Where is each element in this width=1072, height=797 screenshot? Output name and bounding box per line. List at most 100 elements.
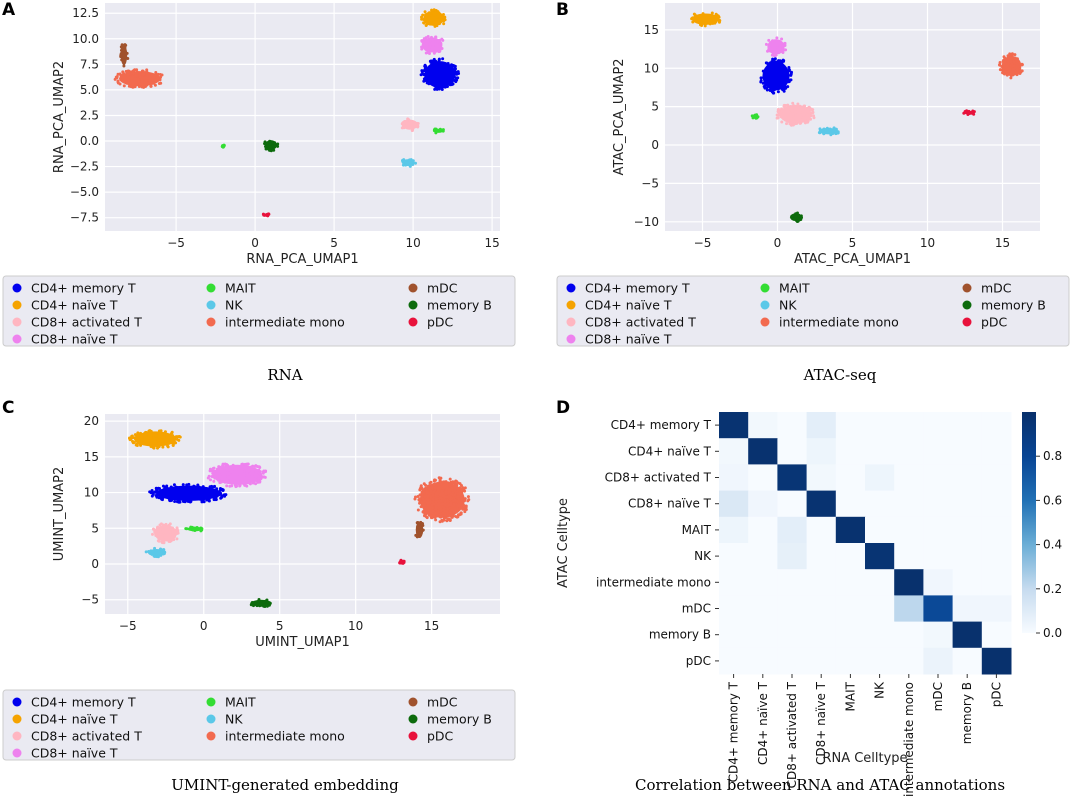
data-point <box>427 513 431 517</box>
data-point <box>156 434 160 438</box>
data-point <box>414 161 418 165</box>
data-point <box>441 480 445 484</box>
data-point <box>703 24 707 28</box>
data-point <box>164 494 168 498</box>
heatmap-cell <box>748 595 778 623</box>
data-point <box>196 483 200 487</box>
data-point <box>782 78 786 82</box>
data-point <box>433 48 437 52</box>
data-point <box>715 13 719 17</box>
data-point <box>1011 73 1015 77</box>
heatmap-row-label: CD8+ activated T <box>605 471 712 485</box>
data-point <box>185 527 189 531</box>
data-point <box>132 85 136 89</box>
legend-label: MAIT <box>225 695 256 710</box>
data-point <box>768 84 772 88</box>
heatmap-cell <box>981 621 1012 649</box>
legend-marker <box>408 283 418 293</box>
data-point <box>761 81 765 85</box>
data-point <box>138 442 142 446</box>
data-point <box>451 490 455 494</box>
data-point <box>244 479 248 483</box>
legend-label: intermediate mono <box>225 729 345 744</box>
data-point <box>176 435 180 439</box>
y-tick-label: 0.0 <box>80 134 99 148</box>
data-point <box>145 68 149 72</box>
data-point <box>163 430 167 434</box>
data-point <box>437 58 441 62</box>
heatmap-cell <box>777 569 808 596</box>
data-point <box>168 493 172 497</box>
data-point <box>453 482 457 486</box>
legend-marker <box>962 317 972 327</box>
heatmap-cell <box>923 621 954 649</box>
data-point <box>142 76 146 80</box>
heatmap-cell <box>865 516 895 544</box>
legend-label: CD8+ activated T <box>585 315 696 330</box>
legend-label: CD8+ naïve T <box>31 746 118 761</box>
data-point <box>768 75 772 79</box>
legend-marker <box>408 714 418 724</box>
data-point <box>212 489 216 493</box>
heatmap-cell <box>894 569 924 596</box>
data-point <box>438 487 442 491</box>
data-point <box>1015 62 1019 66</box>
data-point <box>809 108 813 112</box>
data-point <box>438 496 442 500</box>
data-point <box>265 147 269 151</box>
legend-marker <box>12 317 22 327</box>
heatmap-cell <box>806 490 837 518</box>
data-point <box>424 70 428 74</box>
heatmap-cell <box>777 464 808 492</box>
panel-letter-d: D <box>556 398 571 418</box>
panel-letter-a: A <box>2 0 16 20</box>
data-point <box>256 465 260 469</box>
heatmap-cell <box>719 569 749 596</box>
data-point <box>242 474 246 478</box>
data-point <box>438 43 442 47</box>
caption-umint: UMINT-generated embedding <box>171 776 399 794</box>
data-point <box>429 35 433 39</box>
data-point <box>766 62 770 66</box>
data-point <box>199 496 203 500</box>
data-point <box>434 504 438 508</box>
data-point <box>436 486 440 490</box>
heatmap-cell <box>835 412 866 439</box>
legend-marker <box>206 714 216 724</box>
data-point <box>149 429 153 433</box>
data-point <box>428 484 432 488</box>
data-point <box>166 435 170 439</box>
data-point <box>415 125 419 129</box>
data-point <box>462 499 466 503</box>
heatmap-cell <box>865 569 895 596</box>
data-point <box>129 437 133 441</box>
data-point <box>773 64 777 68</box>
data-point <box>156 555 160 559</box>
data-point <box>433 478 437 482</box>
heatmap-cell <box>835 543 866 570</box>
cluster-cd8-activated-t <box>400 117 420 133</box>
data-point <box>776 79 780 83</box>
data-point <box>1014 72 1018 76</box>
data-point <box>223 480 227 484</box>
x-tick-label: 0 <box>200 619 208 633</box>
data-point <box>190 525 194 529</box>
data-point <box>423 67 427 71</box>
data-point <box>434 73 438 77</box>
data-point <box>144 438 148 442</box>
data-point <box>428 481 432 485</box>
data-point <box>225 484 229 488</box>
y-tick-label: 20 <box>84 414 99 428</box>
data-point <box>1009 76 1013 80</box>
data-point <box>759 76 763 80</box>
data-point <box>140 439 144 443</box>
data-point <box>156 525 160 529</box>
data-point <box>764 42 768 46</box>
data-point <box>423 495 427 499</box>
data-point <box>791 123 795 127</box>
data-point <box>440 77 444 81</box>
data-point <box>215 487 219 491</box>
data-point <box>705 14 709 18</box>
data-point <box>163 487 167 491</box>
heatmap-cell <box>806 595 837 623</box>
